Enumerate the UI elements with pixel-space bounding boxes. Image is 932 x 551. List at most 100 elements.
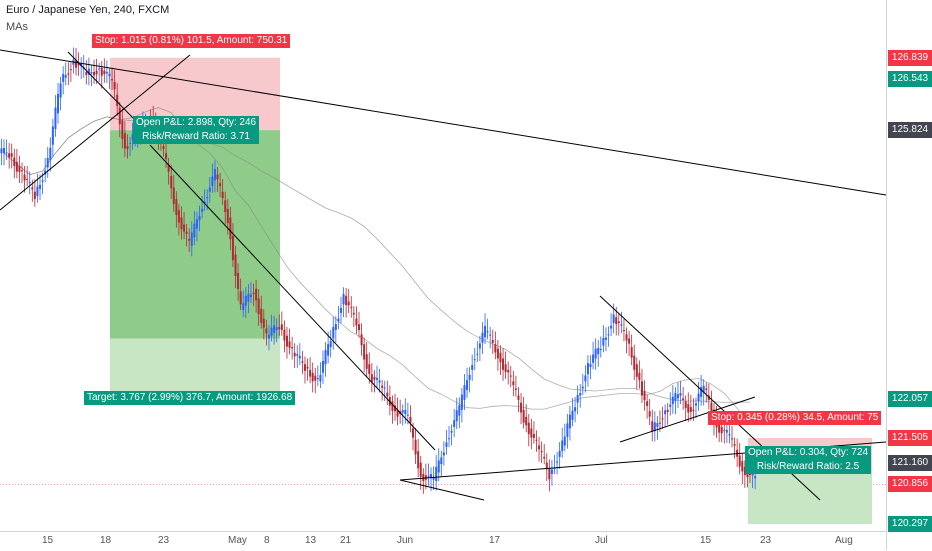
candle-body[interactable]	[718, 424, 721, 433]
candle-body[interactable]	[113, 81, 116, 90]
candle-body[interactable]	[211, 176, 214, 187]
candle-body[interactable]	[507, 369, 510, 373]
ma-slow-line[interactable]	[3, 116, 750, 403]
candle-body[interactable]	[453, 420, 456, 427]
candle-body[interactable]	[224, 200, 227, 213]
candle-body[interactable]	[730, 438, 733, 440]
candle-body[interactable]	[10, 153, 13, 157]
candle-body[interactable]	[594, 348, 597, 359]
candle-body[interactable]	[432, 477, 435, 480]
candle-body[interactable]	[67, 73, 70, 75]
candle-body[interactable]	[615, 317, 618, 325]
candle-body[interactable]	[512, 381, 515, 386]
candle-body[interactable]	[607, 334, 610, 336]
candle-body[interactable]	[321, 360, 324, 373]
candle-body[interactable]	[646, 401, 649, 406]
candle-body[interactable]	[540, 451, 543, 453]
candle-body[interactable]	[394, 405, 397, 412]
candle-body[interactable]	[57, 93, 60, 114]
candle-body[interactable]	[64, 75, 67, 78]
candle-body[interactable]	[177, 210, 180, 223]
candle-body[interactable]	[535, 439, 538, 441]
candle-body[interactable]	[571, 410, 574, 420]
candle-body[interactable]	[3, 148, 5, 154]
candle-body[interactable]	[345, 295, 348, 306]
candle-body[interactable]	[525, 416, 528, 426]
candle-body[interactable]	[126, 146, 129, 149]
candle-body[interactable]	[327, 344, 330, 356]
candle-body[interactable]	[638, 372, 641, 381]
candle-body[interactable]	[751, 473, 754, 476]
candle-body[interactable]	[357, 324, 360, 331]
candle-body[interactable]	[303, 364, 306, 371]
candle-body[interactable]	[365, 354, 368, 369]
candle-body[interactable]	[589, 364, 592, 368]
candle-body[interactable]	[21, 170, 24, 172]
candle-body[interactable]	[458, 405, 461, 416]
candle-body[interactable]	[494, 344, 497, 353]
candle-body[interactable]	[363, 344, 366, 360]
candle-body[interactable]	[18, 166, 21, 172]
candle-body[interactable]	[468, 374, 471, 380]
pnl-label-2[interactable]: Open P&L: 0.304, Qty: 724 Risk/Reward Rat…	[745, 446, 872, 474]
candle-body[interactable]	[247, 293, 250, 302]
candle-body[interactable]	[41, 180, 44, 182]
candle-body[interactable]	[561, 440, 564, 452]
candle-body[interactable]	[489, 334, 492, 336]
candle-body[interactable]	[355, 318, 358, 326]
candle-body[interactable]	[669, 404, 672, 407]
candle-body[interactable]	[270, 327, 273, 336]
candle-body[interactable]	[386, 392, 389, 397]
candle-body[interactable]	[31, 187, 34, 190]
candle-body[interactable]	[496, 348, 499, 359]
candle-body[interactable]	[352, 312, 355, 315]
candle-body[interactable]	[49, 147, 52, 161]
candle-body[interactable]	[252, 292, 255, 295]
candle-body[interactable]	[306, 367, 309, 369]
candle-body[interactable]	[28, 181, 31, 184]
candle-body[interactable]	[581, 386, 584, 389]
candle-body[interactable]	[522, 409, 525, 423]
candle-body[interactable]	[75, 60, 78, 68]
candle-body[interactable]	[123, 133, 126, 149]
candle-body[interactable]	[442, 452, 445, 456]
candle-body[interactable]	[450, 431, 453, 433]
candle-body[interactable]	[622, 330, 625, 332]
candle-body[interactable]	[116, 94, 119, 107]
candle-body[interactable]	[273, 325, 276, 333]
candle-body[interactable]	[473, 359, 476, 361]
candle-body[interactable]	[674, 393, 677, 402]
candle-body[interactable]	[643, 391, 646, 401]
candle-body[interactable]	[671, 396, 674, 405]
candle-body[interactable]	[422, 473, 425, 482]
candle-body[interactable]	[463, 385, 466, 400]
ma-fast-line[interactable]	[3, 107, 751, 423]
candle-body[interactable]	[635, 364, 638, 377]
candle-body[interactable]	[412, 428, 415, 438]
candle-body[interactable]	[296, 354, 299, 356]
stop-label[interactable]: Stop: 1.015 (0.81%) 101.5, Amount: 750.3…	[92, 34, 291, 48]
candle-body[interactable]	[694, 403, 697, 406]
candle-body[interactable]	[592, 354, 595, 363]
candle-body[interactable]	[738, 455, 741, 467]
candle-body[interactable]	[679, 393, 682, 396]
candle-body[interactable]	[664, 410, 667, 415]
symbol-title[interactable]: Euro / Japanese Yen, 240, FXCM	[6, 4, 170, 16]
candle-body[interactable]	[342, 294, 345, 305]
candle-body[interactable]	[440, 457, 443, 465]
candle-body[interactable]	[391, 401, 394, 411]
candle-body[interactable]	[728, 434, 731, 436]
candle-body[interactable]	[640, 381, 643, 396]
candle-body[interactable]	[517, 395, 520, 400]
candle-body[interactable]	[743, 466, 746, 476]
candle-body[interactable]	[206, 197, 209, 199]
candle-body[interactable]	[579, 392, 582, 396]
candle-body[interactable]	[550, 469, 553, 474]
candle-body[interactable]	[275, 327, 278, 331]
candle-body[interactable]	[460, 394, 463, 410]
candle-body[interactable]	[185, 231, 188, 234]
candle-body[interactable]	[46, 157, 49, 168]
trendline-down-main[interactable]	[149, 144, 436, 451]
candle-body[interactable]	[538, 445, 541, 450]
candle-body[interactable]	[283, 330, 286, 341]
